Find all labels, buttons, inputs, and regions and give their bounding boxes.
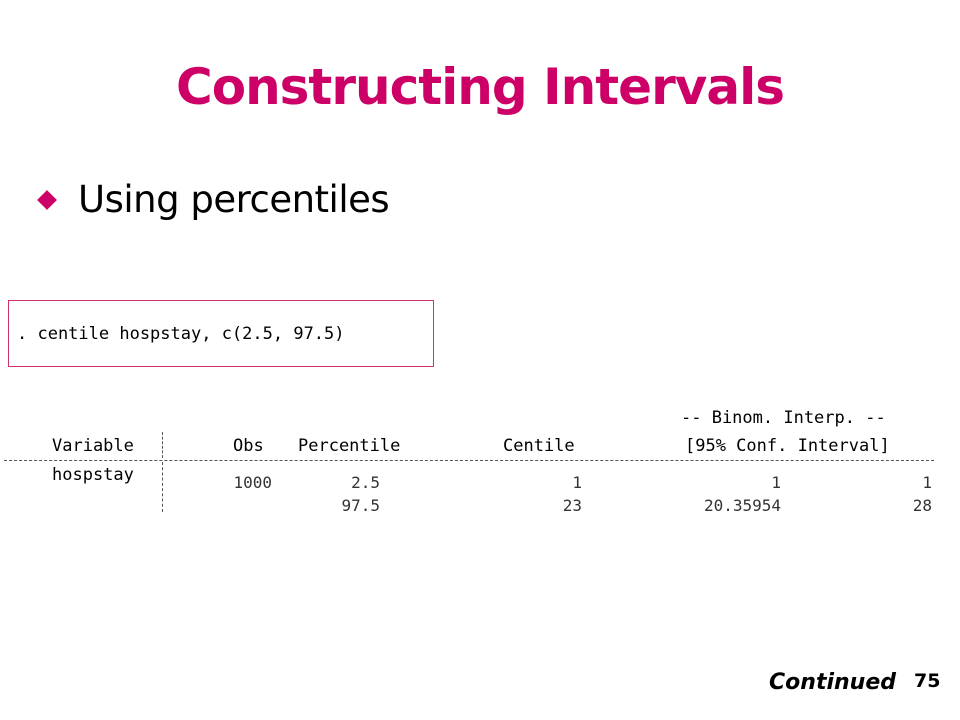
bullet-item: Using percentiles (37, 178, 390, 221)
header-conf-interval: [95% Conf. Interval] (685, 436, 890, 456)
row1-lower: 1 (771, 473, 781, 492)
row1-centile: 1 (572, 473, 582, 492)
command-text: . centile hospstay, c(2.5, 97.5) (17, 323, 345, 344)
footer-continued: Continued (769, 670, 896, 695)
header-divider (4, 460, 934, 461)
slide-title: Constructing Intervals (176, 58, 785, 116)
header-variable: Variable (52, 436, 134, 456)
row1-upper: 1 (922, 473, 932, 492)
row2-percentile: 97.5 (341, 496, 380, 515)
diamond-bullet-icon (37, 189, 57, 210)
header-centile: Centile (503, 436, 575, 456)
header-obs: Obs (233, 436, 264, 456)
row2-lower: 20.35954 (703, 496, 781, 515)
bullet-text: Using percentiles (78, 178, 390, 221)
group-header: -- Binom. Interp. -- (681, 408, 886, 428)
row2-centile: 23 (562, 496, 582, 515)
page-number: 75 (914, 670, 941, 692)
variable-name: hospstay (52, 465, 134, 485)
row1-percentile: 2.5 (351, 473, 380, 492)
header-percentile: Percentile (298, 436, 401, 456)
command-box: . centile hospstay, c(2.5, 97.5) (8, 300, 434, 367)
row1-obs: 1000 (233, 473, 272, 492)
row2-upper: 28 (912, 496, 932, 515)
column-divider-bottom (162, 462, 163, 512)
column-divider-top (162, 432, 163, 458)
